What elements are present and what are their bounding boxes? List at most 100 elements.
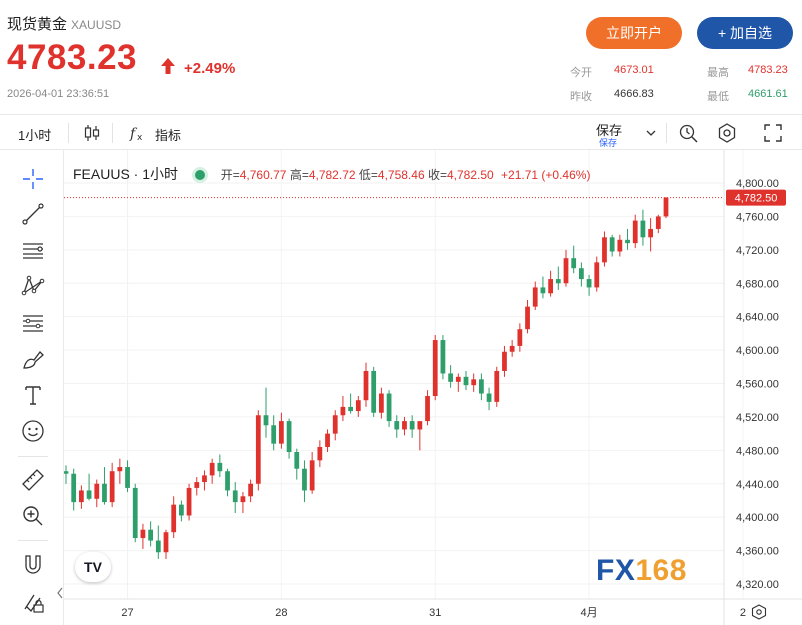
ruler-icon[interactable] bbox=[20, 467, 46, 493]
candle bbox=[132, 483, 138, 543]
candle bbox=[479, 373, 484, 401]
candle bbox=[509, 340, 515, 357]
zoom-in-icon[interactable] bbox=[20, 503, 46, 529]
x-tick-label: 31 bbox=[429, 607, 441, 619]
candle bbox=[463, 370, 469, 391]
candle bbox=[155, 525, 161, 559]
candle bbox=[140, 523, 146, 549]
candle-body bbox=[540, 287, 546, 294]
candle bbox=[640, 209, 646, 246]
magnet-icon[interactable] bbox=[20, 552, 46, 578]
candle-body bbox=[425, 396, 430, 422]
candle bbox=[317, 440, 323, 468]
candle-body bbox=[209, 462, 215, 476]
candle-body bbox=[117, 467, 123, 472]
candle bbox=[548, 270, 553, 297]
legend-high: 4,782.72 bbox=[308, 168, 356, 182]
function-fx-icon[interactable]: f x bbox=[128, 123, 148, 143]
candle bbox=[286, 418, 292, 459]
brush-icon[interactable] bbox=[20, 346, 46, 372]
candle bbox=[632, 214, 638, 249]
candle-body bbox=[640, 220, 646, 238]
candle bbox=[79, 485, 84, 509]
collapse-rail-icon[interactable] bbox=[56, 586, 64, 600]
open-account-button[interactable]: 立即开户 bbox=[586, 17, 682, 49]
candle-body bbox=[455, 376, 461, 382]
candle bbox=[148, 521, 153, 547]
low-value: 4661.61 bbox=[748, 88, 788, 100]
pattern-tool-icon[interactable] bbox=[20, 273, 46, 299]
candle-body bbox=[625, 239, 630, 244]
candle-body bbox=[579, 268, 584, 280]
y-tick-label: 4,520.00 bbox=[736, 412, 779, 424]
quick-search-icon[interactable] bbox=[678, 122, 700, 144]
settings-gear-icon[interactable] bbox=[716, 122, 738, 144]
fibonacci-tool-icon[interactable] bbox=[20, 310, 46, 336]
crosshair-icon[interactable] bbox=[20, 166, 46, 192]
candle-body bbox=[517, 329, 523, 346]
y-tick-label: 4,680.00 bbox=[736, 278, 779, 290]
candle bbox=[394, 415, 400, 438]
toolbar-divider bbox=[68, 123, 69, 143]
candle-body bbox=[232, 490, 238, 503]
emoji-icon[interactable] bbox=[20, 418, 46, 444]
low-label: 最低 bbox=[707, 91, 729, 103]
candle bbox=[64, 465, 69, 484]
candle bbox=[125, 460, 130, 493]
axis-settings-icon[interactable] bbox=[751, 604, 767, 620]
instrument-title: 现货黄金 XAUUSD bbox=[7, 13, 121, 34]
candle bbox=[525, 299, 530, 334]
candle bbox=[94, 479, 100, 508]
candle-body bbox=[532, 287, 538, 307]
candle-body bbox=[71, 473, 77, 503]
up-arrow-icon bbox=[161, 58, 175, 74]
candle bbox=[579, 262, 584, 287]
lock-drawings-icon[interactable] bbox=[20, 589, 46, 615]
interval-selector[interactable]: 1小时 bbox=[18, 128, 52, 143]
candle-body bbox=[317, 446, 323, 461]
fullscreen-icon[interactable] bbox=[763, 123, 783, 143]
candle-body bbox=[163, 532, 169, 553]
candle-body bbox=[371, 370, 377, 413]
add-watchlist-button[interactable]: + 加自选 bbox=[697, 17, 793, 49]
candle-body bbox=[248, 483, 253, 497]
candle-body bbox=[409, 421, 415, 430]
candle bbox=[609, 234, 615, 257]
high-label: 最高 bbox=[707, 67, 729, 79]
legend-change: +21.71 (+0.46%) bbox=[501, 168, 591, 182]
legend-open: 4,760.77 bbox=[239, 168, 287, 182]
market-status-dot-icon bbox=[195, 170, 206, 180]
prev-close-value: 4666.83 bbox=[614, 88, 654, 100]
candle bbox=[425, 390, 430, 426]
candle bbox=[386, 390, 392, 427]
candle-body bbox=[255, 415, 261, 484]
candle-body bbox=[102, 483, 107, 503]
candle-body bbox=[463, 376, 469, 386]
candle bbox=[455, 373, 461, 392]
candle bbox=[402, 416, 407, 436]
candle-body bbox=[648, 228, 653, 238]
candle bbox=[302, 460, 307, 503]
indicators-button[interactable]: 指标 bbox=[155, 128, 182, 143]
save-layout-button[interactable]: 保存 bbox=[596, 123, 623, 138]
candle-body bbox=[594, 262, 600, 288]
current-price: 4783.23 bbox=[7, 38, 138, 77]
chevron-down-icon[interactable] bbox=[645, 127, 657, 139]
x-tick-label: 4月 bbox=[581, 607, 598, 619]
horizontal-lines-icon[interactable] bbox=[20, 237, 46, 263]
legend-symbol: FEAUUS bbox=[73, 166, 130, 182]
tradingview-logo[interactable]: TV bbox=[75, 552, 111, 582]
high-value: 4783.23 bbox=[748, 64, 788, 76]
trendline-icon[interactable] bbox=[20, 201, 46, 227]
rail-divider bbox=[18, 540, 48, 541]
candle bbox=[517, 323, 523, 352]
price-change-percent: +2.49% bbox=[184, 60, 236, 77]
candle-body bbox=[155, 540, 161, 553]
candle-body bbox=[79, 490, 84, 503]
candle-body bbox=[225, 471, 230, 491]
instrument-name: 现货黄金 bbox=[7, 16, 68, 33]
text-tool-icon[interactable] bbox=[20, 382, 46, 408]
candle-body bbox=[148, 529, 153, 541]
candlestick-chart[interactable]: 4,800.00 4,760.00 4,720.00 4,680.00 4,640.00… bbox=[64, 150, 802, 625]
candlestick-type-icon[interactable] bbox=[82, 123, 102, 143]
